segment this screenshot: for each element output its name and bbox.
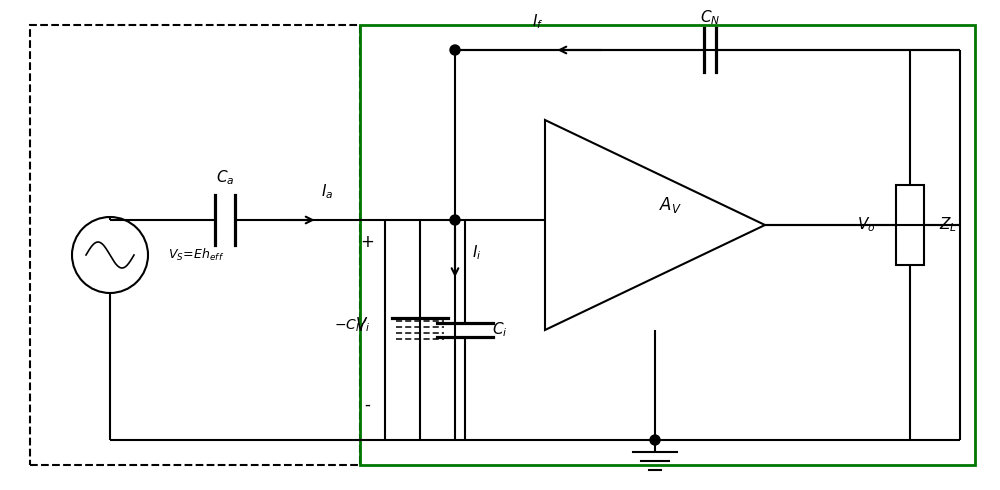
Circle shape xyxy=(72,217,148,293)
Circle shape xyxy=(450,45,460,55)
Circle shape xyxy=(650,435,660,445)
Text: $I_i$: $I_i$ xyxy=(472,244,482,262)
Text: $I_f$: $I_f$ xyxy=(532,13,543,31)
Text: $-C_N{^\prime}$: $-C_N{^\prime}$ xyxy=(334,316,368,334)
Text: -: - xyxy=(364,396,370,414)
Bar xyxy=(30,25,360,465)
Text: $V_i$: $V_i$ xyxy=(355,316,371,334)
Text: +: + xyxy=(360,233,374,251)
Text: $C_a$: $C_a$ xyxy=(216,169,234,187)
Text: $C_i$: $C_i$ xyxy=(492,320,508,340)
Text: $V_o$: $V_o$ xyxy=(857,216,875,234)
Text: $A_V$: $A_V$ xyxy=(659,195,681,215)
Text: $Z_L$: $Z_L$ xyxy=(939,216,957,234)
Text: $I_a$: $I_a$ xyxy=(321,183,334,201)
Text: $V_S\!=\!Eh_{eff}$: $V_S\!=\!Eh_{eff}$ xyxy=(168,247,224,263)
Text: $C_N$: $C_N$ xyxy=(700,9,720,27)
Polygon shape xyxy=(545,120,765,330)
Bar xyxy=(360,25,975,465)
Bar xyxy=(896,185,924,265)
Circle shape xyxy=(450,215,460,225)
